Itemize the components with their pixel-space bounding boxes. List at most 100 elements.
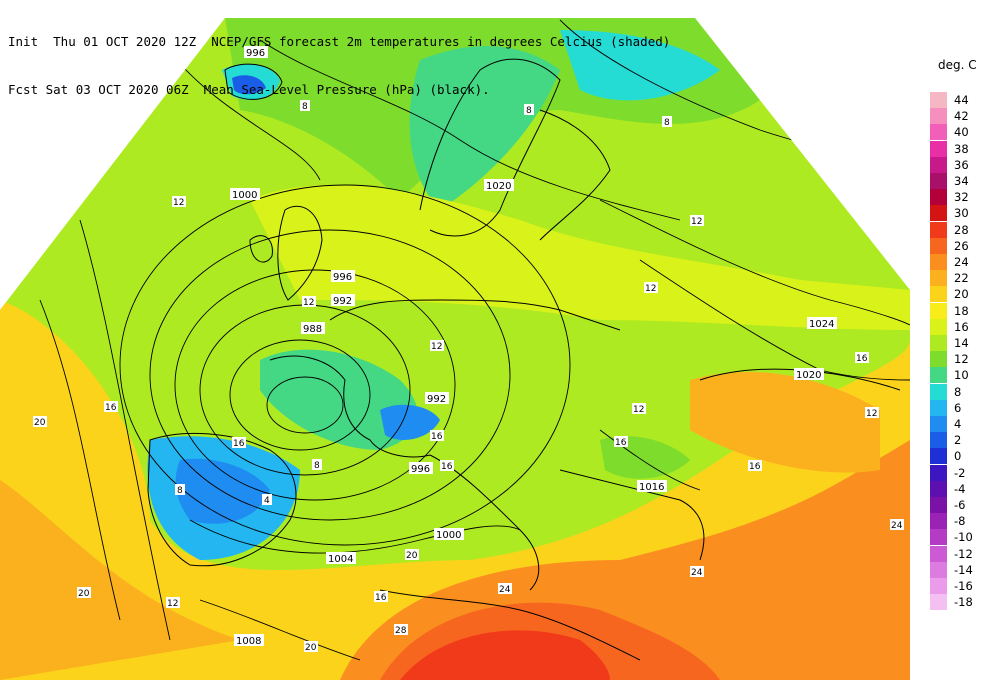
legend-swatch	[930, 448, 947, 465]
legend-swatch	[930, 529, 947, 546]
legend-tick-label: 30	[954, 206, 969, 221]
legend-swatch	[930, 561, 947, 578]
legend-swatch	[930, 140, 947, 157]
temp-label: 24	[891, 521, 903, 531]
legend-swatch	[930, 189, 947, 206]
legend-swatch	[930, 302, 947, 319]
title-line-1: NCEP/GFS forecast 2m temperatures in deg…	[211, 34, 671, 49]
temp-label: 20	[406, 551, 418, 561]
temp-label: 8	[314, 461, 320, 471]
legend-tick-label: 28	[954, 222, 969, 237]
legend-tick-label: 38	[954, 141, 969, 156]
legend-swatch	[930, 156, 947, 173]
temp-label: 24	[691, 568, 703, 578]
temp-label: 20	[305, 643, 317, 653]
isobar-label: 1016	[639, 482, 664, 493]
isobar-label: 1024	[809, 319, 834, 330]
isobar-label: 996	[246, 48, 265, 59]
temp-label: 16	[749, 462, 761, 472]
isobar-label: 1008	[236, 636, 261, 647]
title-line-2: Mean Sea-Level Pressure (hPa) (black).	[203, 82, 490, 97]
temp-label: 8	[177, 486, 183, 496]
legend-title: deg. C	[938, 58, 977, 72]
temp-label: 12	[691, 217, 702, 227]
temp-label: 16	[375, 593, 387, 603]
isobar-label: 996	[333, 272, 352, 283]
temp-label: 12	[645, 284, 656, 294]
isobar-label: 1004	[328, 554, 353, 565]
legend-swatch	[930, 497, 947, 513]
legend-swatch	[930, 92, 947, 108]
legend-swatch	[930, 205, 947, 222]
temp-label: 24	[499, 585, 511, 595]
legend-tick-label: 36	[954, 157, 969, 172]
temp-label: 8	[664, 118, 670, 128]
legend-tick-label: 34	[954, 174, 969, 188]
legend-swatch	[930, 399, 947, 416]
legend-tick-label: -18	[954, 595, 973, 610]
legend-tick-label: -14	[954, 562, 973, 577]
legend-tick-label: 16	[954, 319, 969, 334]
legend-tick-label: 22	[954, 271, 969, 286]
isobar-label: 1020	[796, 370, 821, 381]
legend-swatch	[930, 594, 947, 611]
legend-swatch	[930, 432, 947, 449]
temp-label: 20	[78, 589, 90, 599]
legend-tick-label: 6	[954, 400, 962, 415]
color-legend: deg. C 44 42 40 38 36 34 32 30 28 26 24 22 20 18 16 14 1…	[930, 0, 1000, 680]
legend-swatch	[930, 124, 947, 141]
temp-label: 16	[233, 439, 245, 449]
legend-tick-label: -6	[954, 498, 966, 512]
legend-tick-label: 26	[954, 238, 969, 253]
isobar-label: 1000	[436, 530, 461, 541]
temp-label: 16	[856, 354, 868, 364]
legend-swatch	[930, 221, 947, 238]
temp-label: 12	[303, 298, 314, 308]
temp-label: 16	[105, 403, 117, 413]
temp-label: 12	[866, 409, 877, 419]
legend-tick-label: -16	[954, 579, 973, 593]
legend-tick-label: 40	[954, 125, 969, 140]
temp-label: 28	[395, 626, 407, 636]
legend-tick-label: 42	[954, 109, 969, 124]
temp-label: 12	[173, 198, 184, 208]
legend-swatch	[930, 383, 947, 400]
legend-swatch	[930, 480, 947, 497]
temp-label: 4	[264, 496, 270, 506]
legend-swatch	[930, 545, 947, 562]
map-header: Init Thu 01 OCT 2020 12Z NCEP/GFS foreca…	[8, 2, 670, 114]
isobar-label: 992	[427, 394, 446, 405]
forecast-time: Fcst Sat 03 OCT 2020 06Z	[8, 82, 189, 97]
legend-tick-label: 10	[954, 368, 969, 383]
legend-swatch	[930, 513, 947, 530]
temp-label: 16	[431, 432, 443, 442]
legend-tick-label: -4	[954, 481, 966, 496]
isobar-label: 996	[411, 464, 430, 475]
temperature-pressure-map: 996 1000 996 992 988 992 996 1000 1004 1…	[0, 18, 910, 680]
legend-tick-label: 24	[954, 255, 969, 269]
legend-swatch	[930, 464, 947, 481]
legend-tick-label: 18	[954, 303, 969, 318]
isobar-label: 992	[333, 296, 352, 307]
legend-tick-label: 8	[954, 384, 962, 399]
legend-swatch	[930, 173, 947, 189]
legend-swatch	[930, 578, 947, 594]
legend-tick-label: 20	[954, 287, 969, 302]
legend-swatch	[930, 318, 947, 335]
init-time: Init Thu 01 OCT 2020 12Z	[8, 34, 197, 49]
legend-tick-label: 2	[954, 433, 962, 448]
legend-swatch	[930, 351, 947, 368]
temp-label: 12	[167, 599, 178, 609]
legend-tick-label: -10	[954, 530, 973, 545]
legend-swatch	[930, 237, 947, 254]
legend-tick-label: 0	[954, 449, 962, 464]
legend-tick-label: -2	[954, 465, 966, 480]
isobar-label: 988	[303, 324, 322, 335]
isobar-label: 1020	[486, 181, 511, 192]
temp-label: 16	[615, 438, 627, 448]
legend-swatch	[930, 254, 947, 270]
legend-tick-label: -8	[954, 514, 966, 529]
temp-label: 20	[34, 418, 46, 428]
isobar-label: 1000	[232, 190, 257, 201]
temp-label: 12	[633, 405, 644, 415]
